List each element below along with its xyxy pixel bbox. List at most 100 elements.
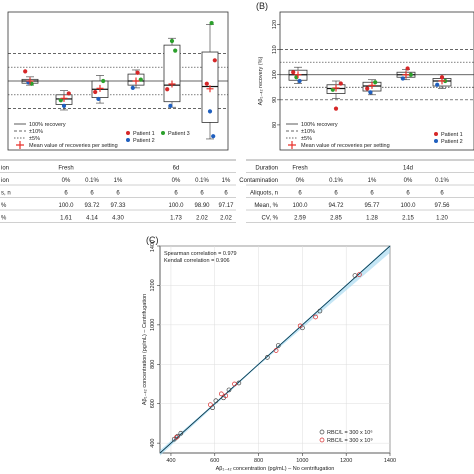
legend-p2-dot	[126, 138, 130, 142]
data-point	[101, 78, 106, 84]
table-cell: 6	[334, 191, 338, 197]
legend-p2: Patient 2	[133, 138, 155, 144]
legend-five: ±5%	[29, 136, 40, 142]
y-tick-label: 1400	[150, 240, 156, 252]
table-cell: 0%	[296, 178, 305, 184]
data-point	[58, 98, 63, 103]
table-cell: 98.90	[194, 203, 210, 209]
y-tick-label: 400	[150, 439, 156, 448]
data-point	[93, 89, 98, 95]
data-point	[439, 75, 445, 80]
legend-recovery: 100% recovery	[301, 122, 338, 128]
scatter-point	[275, 343, 281, 348]
data-point	[135, 70, 140, 75]
mean-marker	[168, 80, 176, 88]
legend-p2-dot	[434, 139, 438, 143]
scatter-point	[264, 355, 270, 360]
data-point	[211, 134, 216, 139]
table-cell: 4.30	[112, 216, 124, 222]
table-row-label: ion	[1, 178, 9, 184]
y-tick-label: 100	[272, 70, 278, 79]
data-point	[297, 78, 302, 84]
data-point	[435, 82, 440, 87]
panel-label-b: (B)	[256, 1, 268, 11]
table-cell: 6	[64, 191, 68, 197]
data-point	[368, 90, 373, 95]
legend-p3: Patient 3	[168, 131, 190, 137]
table-cell: 2.85	[330, 216, 342, 222]
table-cell: 1.61	[60, 216, 72, 222]
scatter-point	[213, 398, 219, 404]
y-tick-label: 80	[272, 122, 278, 128]
data-point	[23, 69, 28, 74]
mean-marker	[26, 77, 34, 85]
legend-mean-icon	[288, 141, 296, 149]
x-tick-label: 800	[254, 458, 263, 464]
data-point	[373, 80, 378, 85]
data-point	[212, 58, 217, 63]
data-point	[400, 76, 405, 81]
data-point	[207, 109, 213, 114]
legend-series-1: RBC/L = 300 x 10⁶	[327, 429, 373, 436]
box	[163, 44, 181, 103]
y-tick-label: 1000	[150, 319, 156, 331]
table-cell: 0.1%	[329, 178, 343, 184]
table-cell: 1%	[114, 178, 123, 184]
scatter-point	[218, 391, 224, 397]
table-row-label: ion	[1, 166, 9, 172]
scatter-point	[313, 314, 318, 320]
legend-series-1-marker	[319, 429, 325, 435]
mean-marker	[96, 84, 104, 92]
scatter-point	[232, 381, 237, 387]
data-point	[408, 72, 413, 77]
plot-frame	[279, 11, 474, 151]
y-tick-label: 120	[272, 20, 278, 29]
table-row-label: Mean, %	[254, 203, 278, 209]
table-cell: 6	[440, 191, 444, 197]
legend-recovery: 100% recovery	[29, 122, 66, 128]
table-row-label: Duration	[255, 166, 278, 172]
y-tick-label: 1200	[150, 279, 156, 291]
legend-p1: Patient 1	[133, 131, 155, 137]
y-axis-label: Aβ₁₋₄₂ concentration (pg/mL) – Centrifug…	[142, 294, 148, 405]
scatter-point	[297, 323, 303, 329]
legend-five: ±5%	[301, 136, 312, 142]
legend-series-2: RBC/L = 300 x 10⁹	[327, 437, 373, 444]
scatter-point	[174, 434, 179, 440]
mean-marker	[402, 71, 410, 79]
data-point	[61, 103, 67, 108]
scatter-point	[352, 273, 358, 278]
table-cell: 1.20	[436, 216, 448, 222]
table-cell: 2.02	[196, 216, 208, 222]
y-tick-label: 800	[150, 360, 156, 369]
annotation-spearman: Spearman correlation = 0.979	[164, 251, 237, 257]
table-row-label: %	[1, 216, 7, 222]
table-cell: 97.33	[110, 203, 126, 209]
table-cell: 6d	[173, 166, 180, 172]
data-point	[96, 96, 101, 102]
table-cell: 1.28	[366, 216, 378, 222]
mean-marker	[368, 81, 376, 89]
mean-marker	[60, 94, 68, 102]
data-point	[138, 77, 143, 82]
table-cell: 6	[298, 191, 302, 197]
table-cell: 100.0	[168, 203, 184, 209]
legend-ten: ±10%	[29, 129, 43, 135]
identity-line	[159, 245, 391, 454]
data-point	[165, 87, 170, 92]
x-axis-label: Aβ₁₋₄₂ concentration (pg/mL) – No centri…	[216, 466, 335, 472]
panel-a: 100% recovery±10%±5%Mean value of recove…	[7, 11, 229, 151]
table-b: Duration Fresh 14d Contamination 0% 0.1% 1% 0% 0…	[239, 159, 474, 223]
table-cell: 93.72	[84, 203, 100, 209]
table-cell: 6	[370, 191, 374, 197]
legend-mean: Mean value of recoveries per setting	[301, 143, 390, 149]
table-row-label: Contamination	[239, 178, 278, 184]
table-cell: 1%	[368, 178, 377, 184]
table-cell: 1.73	[170, 216, 182, 222]
data-point	[130, 85, 135, 90]
legend-p3-dot	[161, 131, 165, 135]
data-point	[291, 70, 296, 75]
table-cell: 94.72	[328, 203, 344, 209]
legend-p1-dot	[126, 131, 130, 135]
